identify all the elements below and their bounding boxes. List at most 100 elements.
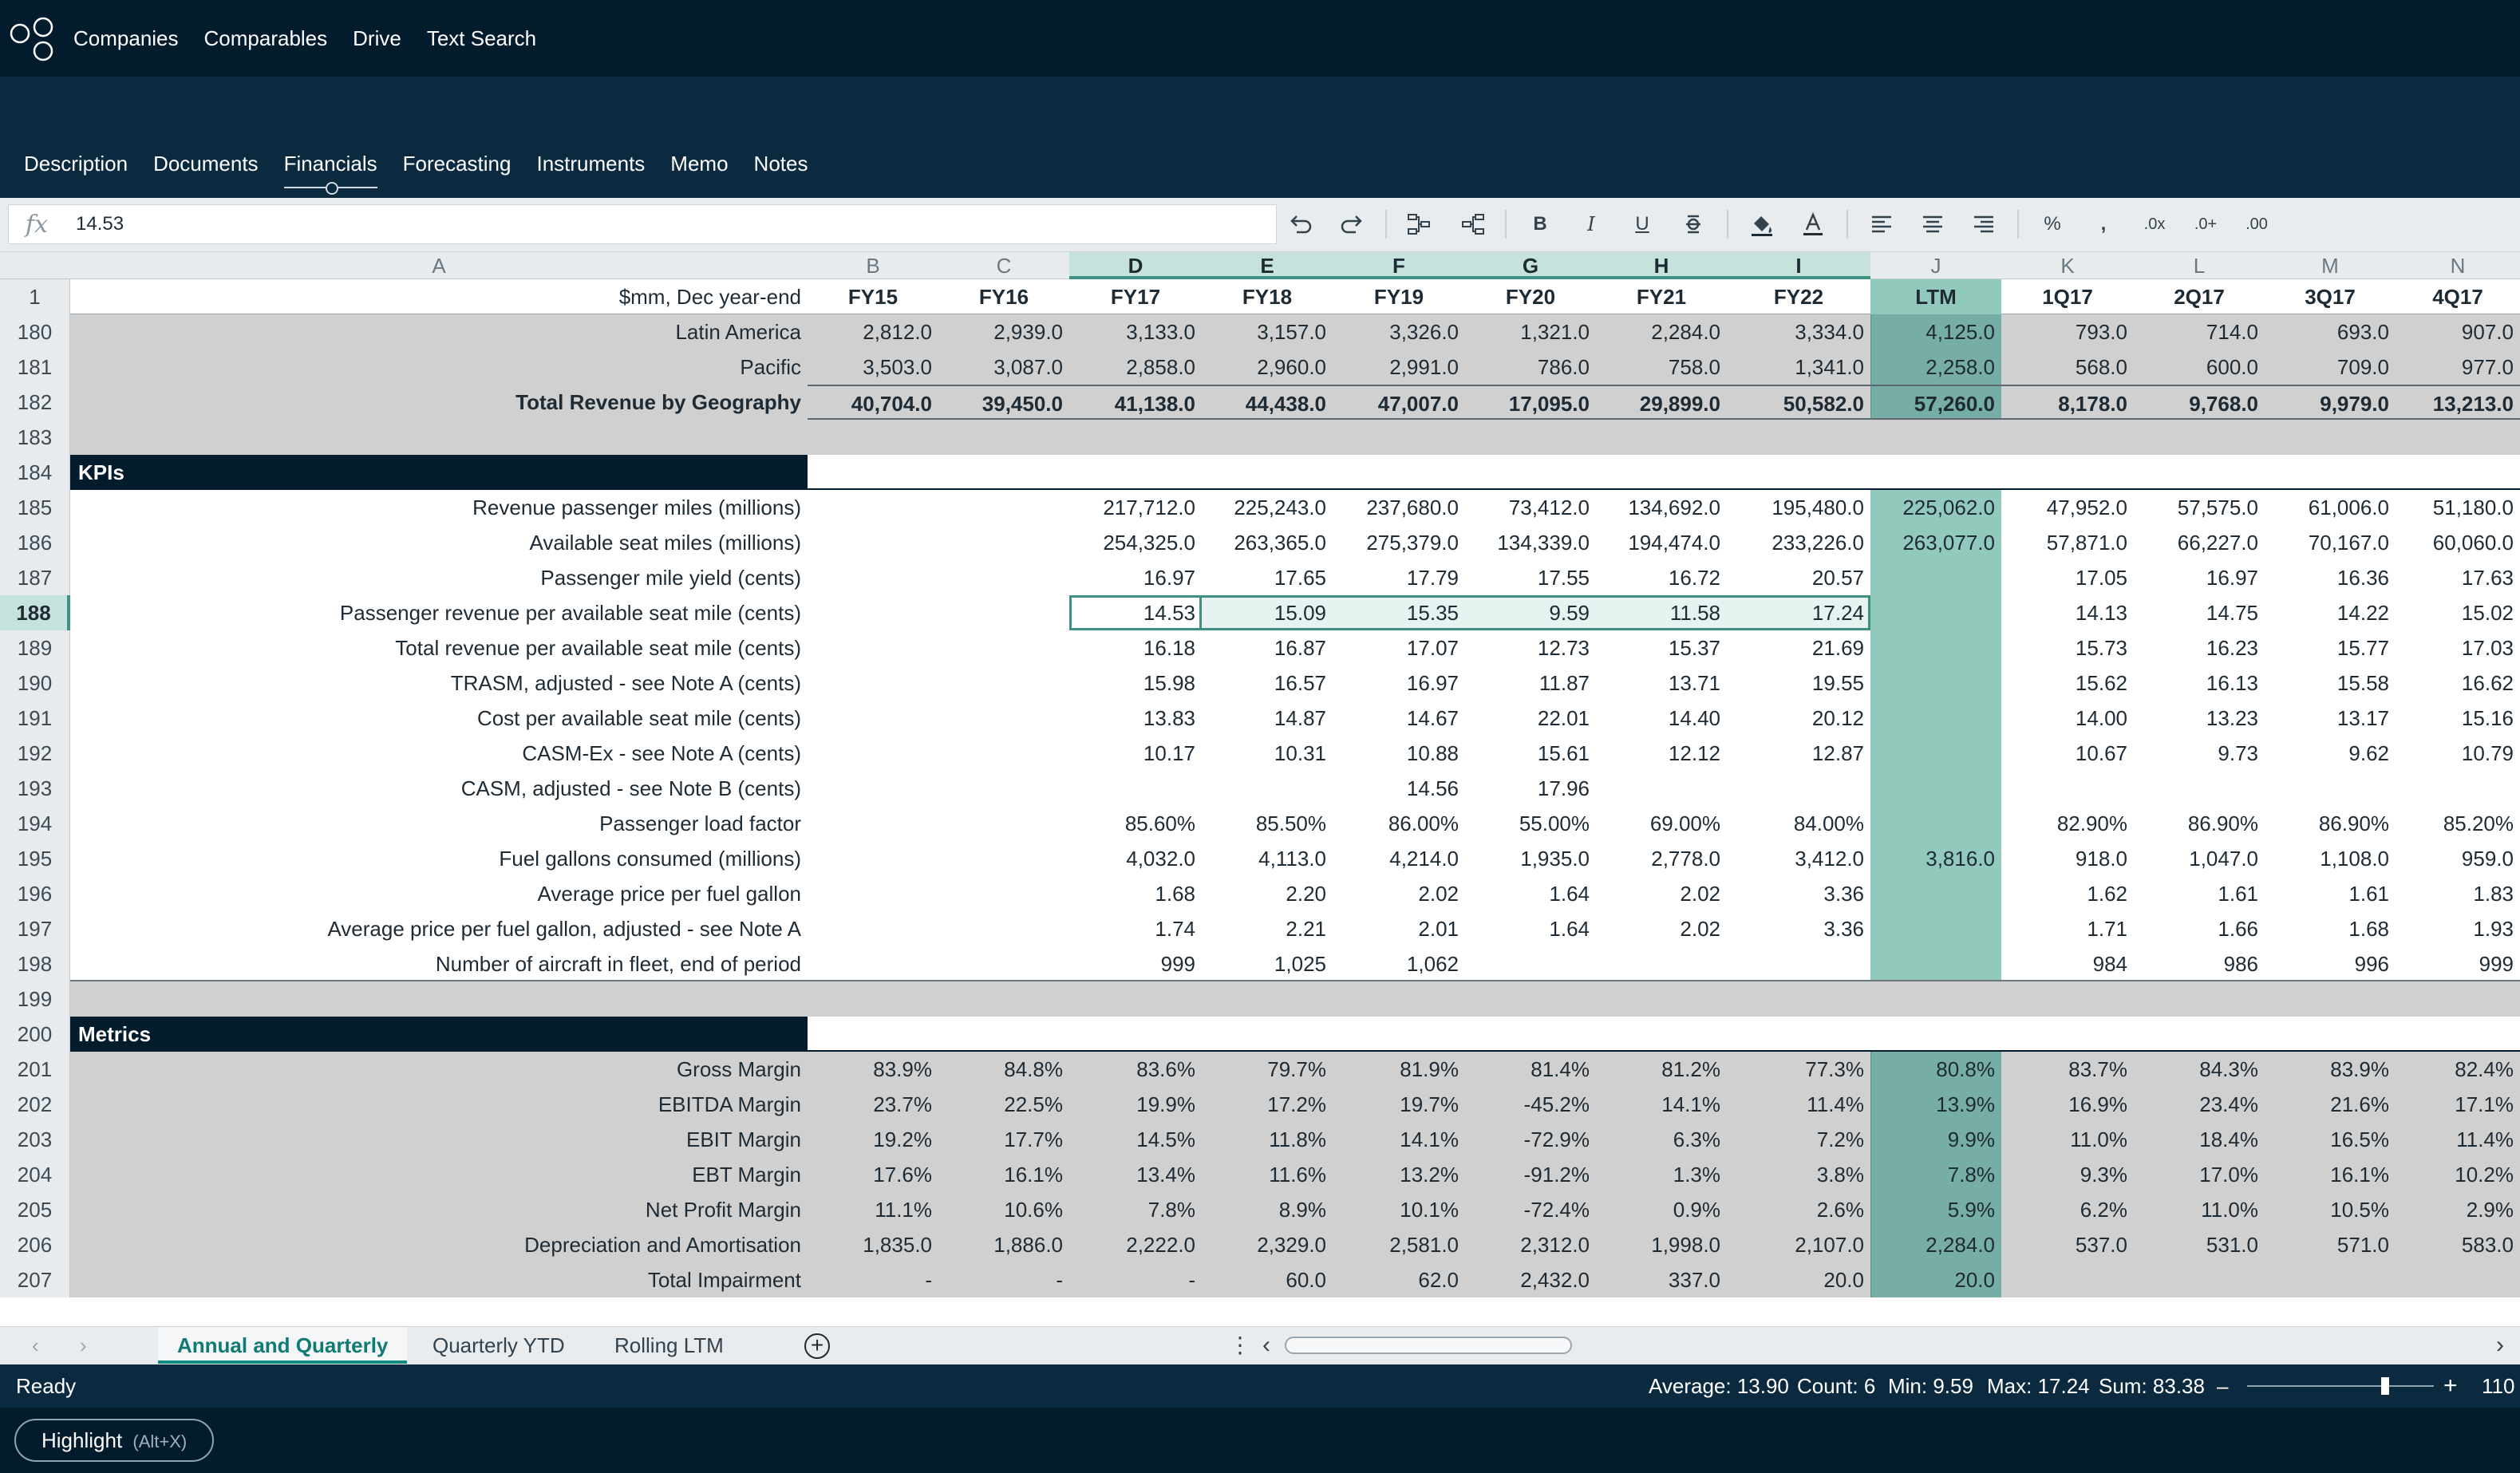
row-number[interactable]: 195	[0, 841, 70, 876]
value-cell[interactable]: 237,680.0	[1333, 490, 1465, 525]
value-cell[interactable]: 82.4%	[2396, 1052, 2520, 1087]
value-cell[interactable]: 83.9%	[2265, 1052, 2396, 1087]
value-cell[interactable]: 1.93	[2396, 911, 2520, 946]
value-cell[interactable]: 13.83	[1069, 701, 1202, 736]
tab-memo[interactable]: Memo	[670, 152, 729, 176]
value-cell[interactable]	[1465, 946, 1596, 981]
period-header-cell[interactable]: 2Q17	[2174, 285, 2225, 309]
value-cell[interactable]	[808, 771, 938, 806]
value-cell[interactable]: 16.18	[1069, 630, 1202, 665]
sheet-prev-icon[interactable]: ‹	[32, 1333, 39, 1357]
value-cell[interactable]: 0.9%	[1596, 1192, 1727, 1227]
value-cell[interactable]	[1870, 630, 2001, 665]
underline-icon[interactable]: U	[1635, 213, 1649, 235]
value-cell[interactable]	[808, 630, 938, 665]
value-cell[interactable]: -	[808, 1262, 938, 1297]
value-cell[interactable]: 2.6%	[1727, 1192, 1870, 1227]
value-cell[interactable]: 15.37	[1596, 630, 1727, 665]
value-cell[interactable]: -45.2%	[1465, 1087, 1596, 1122]
row-number[interactable]: 207	[0, 1262, 70, 1297]
add-sheet-icon[interactable]: +	[804, 1333, 830, 1359]
value-cell[interactable]	[808, 490, 938, 525]
value-cell[interactable]: 2,258.0	[1870, 349, 2001, 385]
value-cell[interactable]: 217,712.0	[1069, 490, 1202, 525]
value-cell[interactable]: 15.09	[1202, 595, 1333, 630]
value-cell[interactable]: 959.0	[2396, 841, 2520, 876]
value-cell[interactable]: 70,167.0	[2265, 525, 2396, 560]
value-cell[interactable]: 1.64	[1465, 876, 1596, 911]
value-cell[interactable]: 1.68	[1069, 876, 1202, 911]
value-cell[interactable]: 84.3%	[2134, 1052, 2265, 1087]
value-cell[interactable]: 7.8%	[1069, 1192, 1202, 1227]
value-cell[interactable]: 3,157.0	[1202, 314, 1333, 349]
value-cell[interactable]: 9.3%	[2001, 1157, 2134, 1192]
undo-icon[interactable]	[1275, 204, 1326, 244]
value-cell[interactable]: 14.1%	[1333, 1122, 1465, 1157]
value-cell[interactable]: 531.0	[2134, 1227, 2265, 1262]
value-cell[interactable]: 907.0	[2396, 314, 2520, 349]
value-cell[interactable]: 17.0%	[2134, 1157, 2265, 1192]
sheet-tab-annual-and-quarterly[interactable]: Annual and Quarterly	[158, 1327, 408, 1364]
value-cell[interactable]: 14.75	[2134, 595, 2265, 630]
value-cell[interactable]: 11.0%	[2134, 1192, 2265, 1227]
value-cell[interactable]: 13.9%	[1870, 1087, 2001, 1122]
value-cell[interactable]: 16.97	[1069, 560, 1202, 595]
period-header-cell[interactable]: 1Q17	[2042, 285, 2093, 309]
value-cell[interactable]: 86.90%	[2134, 806, 2265, 841]
value-cell[interactable]: 84.00%	[1727, 806, 1870, 841]
column-header-e[interactable]: E	[1202, 252, 1333, 279]
tab-instruments[interactable]: Instruments	[536, 152, 646, 176]
value-cell[interactable]: 10.5%	[2265, 1192, 2396, 1227]
value-cell[interactable]: 15.61	[1465, 736, 1596, 771]
value-cell[interactable]: 3.8%	[1727, 1157, 1870, 1192]
value-cell[interactable]: 2,107.0	[1727, 1227, 1870, 1262]
value-cell[interactable]: 134,339.0	[1465, 525, 1596, 560]
value-cell[interactable]: 3,503.0	[808, 349, 938, 385]
value-cell[interactable]: 15.02	[2396, 595, 2520, 630]
row-number[interactable]: 180	[0, 314, 70, 349]
value-cell[interactable]: 66,227.0	[2134, 525, 2265, 560]
value-cell[interactable]: 57,260.0	[1870, 385, 2001, 420]
value-cell[interactable]: 11.4%	[1727, 1087, 1870, 1122]
value-cell[interactable]: 786.0	[1465, 349, 1596, 385]
value-cell[interactable]: 17.03	[2396, 630, 2520, 665]
value-cell[interactable]: 9,768.0	[2134, 385, 2265, 420]
more-decimal-icon[interactable]: .00	[2245, 215, 2268, 233]
value-cell[interactable]: 69.00%	[1596, 806, 1727, 841]
value-cell[interactable]: 14.22	[2265, 595, 2396, 630]
value-cell[interactable]: 1,321.0	[1465, 314, 1596, 349]
period-header-cell[interactable]: FY18	[1242, 285, 1293, 309]
value-cell[interactable]: 918.0	[2001, 841, 2134, 876]
value-cell[interactable]: 1,341.0	[1727, 349, 1870, 385]
value-cell[interactable]: 225,062.0	[1870, 490, 2001, 525]
value-cell[interactable]: 2,284.0	[1596, 314, 1727, 349]
value-cell[interactable]: 1.83	[2396, 876, 2520, 911]
column-header-i[interactable]: I	[1727, 252, 1870, 279]
value-cell[interactable]: 11.6%	[1202, 1157, 1333, 1192]
align-center-icon[interactable]	[1907, 204, 1958, 244]
value-cell[interactable]: 2,778.0	[1596, 841, 1727, 876]
value-cell[interactable]: 2.21	[1202, 911, 1333, 946]
row-number[interactable]: 184	[0, 455, 70, 490]
row-number[interactable]: 198	[0, 946, 70, 981]
value-cell[interactable]: 583.0	[2396, 1227, 2520, 1262]
value-cell[interactable]: 50,582.0	[1727, 385, 1870, 420]
value-cell[interactable]: 16.23	[2134, 630, 2265, 665]
value-cell[interactable]: 3,326.0	[1333, 314, 1465, 349]
value-cell[interactable]: 3.36	[1727, 876, 1870, 911]
value-cell[interactable]: -72.9%	[1465, 1122, 1596, 1157]
value-cell[interactable]	[2134, 1262, 2265, 1297]
value-cell[interactable]: 2.02	[1596, 911, 1727, 946]
value-cell[interactable]: 13.17	[2265, 701, 2396, 736]
nav-link-drive[interactable]: Drive	[353, 26, 401, 50]
value-cell[interactable]: 15.58	[2265, 665, 2396, 701]
align-left-icon[interactable]	[1856, 204, 1907, 244]
value-cell[interactable]	[2265, 771, 2396, 806]
value-cell[interactable]: 17.1%	[2396, 1087, 2520, 1122]
value-cell[interactable]: 9.9%	[1870, 1122, 2001, 1157]
value-cell[interactable]: 2,581.0	[1333, 1227, 1465, 1262]
nav-link-text-search[interactable]: Text Search	[426, 26, 537, 50]
value-cell[interactable]: 17.96	[1465, 771, 1596, 806]
value-cell[interactable]: 16.62	[2396, 665, 2520, 701]
value-cell[interactable]: 44,438.0	[1202, 385, 1333, 420]
